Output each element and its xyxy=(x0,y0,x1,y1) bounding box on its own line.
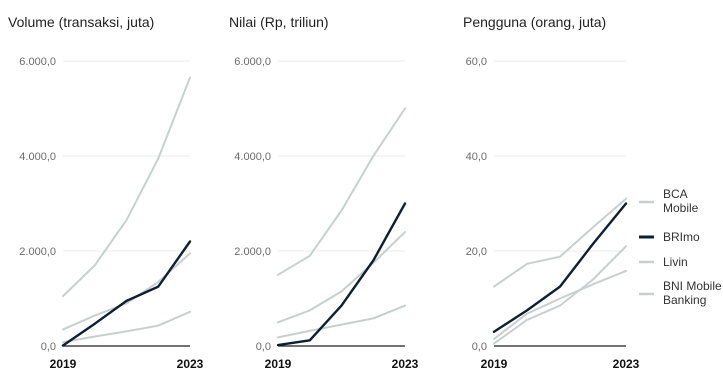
volume-series-bca-mobile-line xyxy=(62,76,191,298)
pengguna-series-bca-mobile-line xyxy=(493,197,627,288)
legend-label: BNI Mobile xyxy=(663,279,722,293)
pengguna-x-tick-label: 2023 xyxy=(613,357,640,371)
nilai-y-tick-label: 2.000,0 xyxy=(234,246,271,258)
nilai-y-tick-label: 6.000,0 xyxy=(234,56,271,68)
nilai-panel-title: Nilai (Rp, triliun) xyxy=(229,14,329,30)
pengguna-y-tick-label: 20,0 xyxy=(466,246,487,258)
volume-y-tick-label: 6.000,0 xyxy=(19,56,56,68)
volume-x-tick-label: 2019 xyxy=(50,357,77,371)
nilai-y-tick-label: 0,0 xyxy=(256,341,271,353)
pengguna-series-brimo-line xyxy=(492,202,628,333)
volume-x-tick-label: 2023 xyxy=(177,357,204,371)
nilai-x-tick-label: 2023 xyxy=(392,357,419,371)
pengguna-panel-title: Pengguna (orang, juta) xyxy=(463,14,606,30)
pengguna-series-livin-line xyxy=(493,245,627,345)
volume-y-tick-label: 4.000,0 xyxy=(19,151,56,163)
nilai-series-brimo-line xyxy=(276,202,407,347)
nilai-y-tick-label: 4.000,0 xyxy=(234,151,271,163)
pengguna-y-tick-label: 0,0 xyxy=(472,341,487,353)
legend-label: Banking xyxy=(663,293,706,307)
pengguna-y-tick-label: 40,0 xyxy=(466,151,487,163)
legend-label: BCA xyxy=(663,187,688,201)
volume-panel-title: Volume (transaksi, juta) xyxy=(8,14,154,30)
volume-series-livin-line xyxy=(62,252,191,331)
nilai-series-livin-line xyxy=(277,231,406,324)
legend-label: BRImo xyxy=(663,230,700,244)
pengguna-y-tick-label: 60,0 xyxy=(466,56,487,68)
pengguna-series-bni-mobile-banking-line xyxy=(493,269,627,340)
volume-y-tick-label: 0,0 xyxy=(41,341,56,353)
nilai-x-tick-label: 2019 xyxy=(265,357,292,371)
pengguna-x-tick-label: 2019 xyxy=(481,357,508,371)
legend-label: Livin xyxy=(663,255,688,269)
volume-series-brimo-line xyxy=(61,240,192,347)
legend-label: Mobile xyxy=(663,201,699,215)
nilai-series-bca-mobile-line xyxy=(277,107,406,276)
nilai-series-bni-mobile-banking-line xyxy=(277,304,406,339)
volume-series-bni-mobile-banking-line xyxy=(62,310,191,344)
volume-y-tick-label: 2.000,0 xyxy=(19,246,56,258)
